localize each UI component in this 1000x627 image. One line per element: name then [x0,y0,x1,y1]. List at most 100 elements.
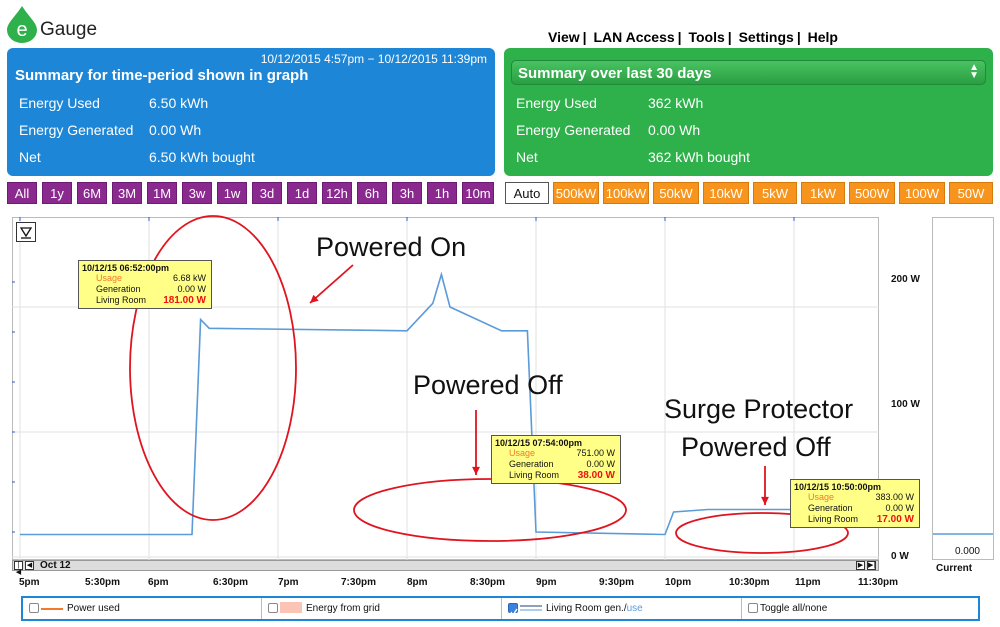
range-1m-button[interactable]: 1M [147,182,177,204]
tooltip-powered-off: 10/12/15 07:54:00pm Usage 751.00 W Genera… [491,435,621,484]
period-summary-panel: Summary over last 30 days ▲ ▼ Energy Used… [504,48,993,176]
net-30d-label: Net [516,149,538,165]
scroll-last-icon[interactable]: ▶| [867,561,876,570]
nav-help[interactable]: Help [807,29,838,45]
nav-tools[interactable]: Tools [688,29,725,45]
legend-toggle-all-checkbox[interactable] [748,603,758,613]
range-3w-button[interactable]: 3w [182,182,212,204]
range-12h-button[interactable]: 12h [322,182,352,204]
range-6m-button[interactable]: 6M [77,182,107,204]
summary-period-select[interactable]: Summary over last 30 days ▲ ▼ [511,60,986,85]
range-6h-button[interactable]: 6h [357,182,387,204]
net-value: 6.50 kWh bought [149,149,255,165]
annotation-surge-powered-off: Powered Off [681,432,831,462]
net-30d-value: 362 kWh bought [648,149,750,165]
tooltip-powered-on: 10/12/15 06:52:00pm Usage 6.68 kW Generat… [78,260,212,309]
nav-view[interactable]: View [548,29,580,45]
period-range: 10/12/2015 4:57pm − 10/12/2015 11:39pm [260,52,487,66]
scale-auto-button[interactable]: Auto [505,182,549,204]
scale-100kw-button[interactable]: 100kW [603,182,649,204]
energy-used-30d-value: 362 kWh [648,95,704,111]
orange-line-swatch-icon [41,608,63,610]
x-tick-930pm: 9:30pm [599,577,635,588]
annotation-powered-on: Powered On [316,232,467,262]
x-tick-1030pm: 10:30pm [729,577,770,588]
legend-toggle-all[interactable]: Toggle all/none [742,598,978,619]
range-3h-button[interactable]: 3h [392,182,422,204]
arrow-powered-off-head [472,466,480,475]
range-all-button[interactable]: All [7,182,37,204]
range-1h-button[interactable]: 1h [427,182,457,204]
x-tick-530pm: 5:30pm [85,577,121,588]
top-nav: View | LAN Access | Tools | Settings | Help [548,29,838,45]
graph-summary-title: Summary for time-period shown in graph [15,67,309,84]
legend-energy-from-grid[interactable]: Energy from grid [262,598,502,619]
scale-50kw-button[interactable]: 50kW [653,182,699,204]
x-tick-730pm: 7:30pm [341,577,377,588]
scale-10kw-button[interactable]: 10kW [703,182,749,204]
series-line-living-room [20,271,879,536]
energy-generated-value: 0.00 Wh [149,122,202,138]
range-1y-button[interactable]: 1y [42,182,72,204]
y-tick-100: 100 W [891,399,920,410]
x-tick-5pm: 5pm [19,577,40,588]
y-tick-0: 0 W [891,551,909,562]
arrow-powered-on [309,264,354,304]
annotation-surge-protector: Surge Protector [664,394,854,424]
chart-menu-button[interactable] [16,222,36,242]
legend-grid-checkbox[interactable] [268,603,278,613]
x-tick-10pm: 10pm [665,577,692,588]
scroll-first-icon[interactable]: |◀ [14,561,23,576]
arrow-surge-off-head [761,496,769,505]
energy-generated-30d-value: 0.00 Wh [648,122,701,138]
nav-settings[interactable]: Settings [738,29,794,45]
nav-lan-access[interactable]: LAN Access [593,29,675,45]
logo-text: Gauge [40,19,98,40]
scale-1kw-button[interactable]: 1kW [801,182,845,204]
range-3d-button[interactable]: 3d [252,182,282,204]
scroll-next-icon[interactable]: ▶ [856,561,865,570]
energy-used-label: Energy Used [19,95,100,111]
scale-50w-button[interactable]: 50W [949,182,993,204]
checkmark-icon [510,608,518,617]
scale-5kw-button[interactable]: 5kW [753,182,797,204]
legend-power-used[interactable]: Power used [23,598,262,619]
x-tick-630pm: 6:30pm [213,577,249,588]
blue-lines-swatch-icon [520,605,542,611]
range-1w-button[interactable]: 1w [217,182,247,204]
x-tick-6pm: 6pm [148,577,169,588]
surge-off-oval [675,512,849,554]
x-tick-7pm: 7pm [278,577,299,588]
range-10m-button[interactable]: 10m [462,182,494,204]
current-label: Current [936,563,973,574]
legend-living-room[interactable]: Living Room gen./use [502,598,742,619]
current-value: 0.000 [954,546,980,557]
y-tick-200: 200 W [891,274,920,285]
powered-on-oval [129,215,297,521]
x-tick-8pm: 8pm [407,577,428,588]
x-tick-11pm: 11pm [795,577,821,588]
annotation-powered-off: Powered Off [413,370,563,400]
range-1d-button[interactable]: 1d [287,182,317,204]
scale-500kw-button[interactable]: 500kW [553,182,599,204]
legend-living-room-checkbox[interactable] [508,603,518,617]
powered-off-oval [353,478,627,542]
summary-period-selected: Summary over last 30 days [518,65,712,82]
scale-500w-button[interactable]: 500W [849,182,895,204]
energy-generated-label: Energy Generated [19,122,134,138]
egauge-logo-icon: e [7,6,37,43]
scale-100w-button[interactable]: 100W [899,182,945,204]
logo-letter: e [16,19,27,41]
current-panel [932,217,994,560]
legend-power-used-checkbox[interactable] [29,603,39,613]
arrow-powered-on-head [310,294,319,303]
current-level-line [933,533,993,535]
range-3m-button[interactable]: 3M [112,182,142,204]
triangle-down-icon [19,227,33,239]
chart-legend: Power used Energy from grid Living Room … [21,596,980,621]
scroll-prev-icon[interactable]: ◀ [25,561,34,570]
energy-used-value: 6.50 kWh [149,95,209,111]
chart-scrollbar[interactable] [12,560,879,571]
energy-generated-30d-label: Energy Generated [516,122,631,138]
